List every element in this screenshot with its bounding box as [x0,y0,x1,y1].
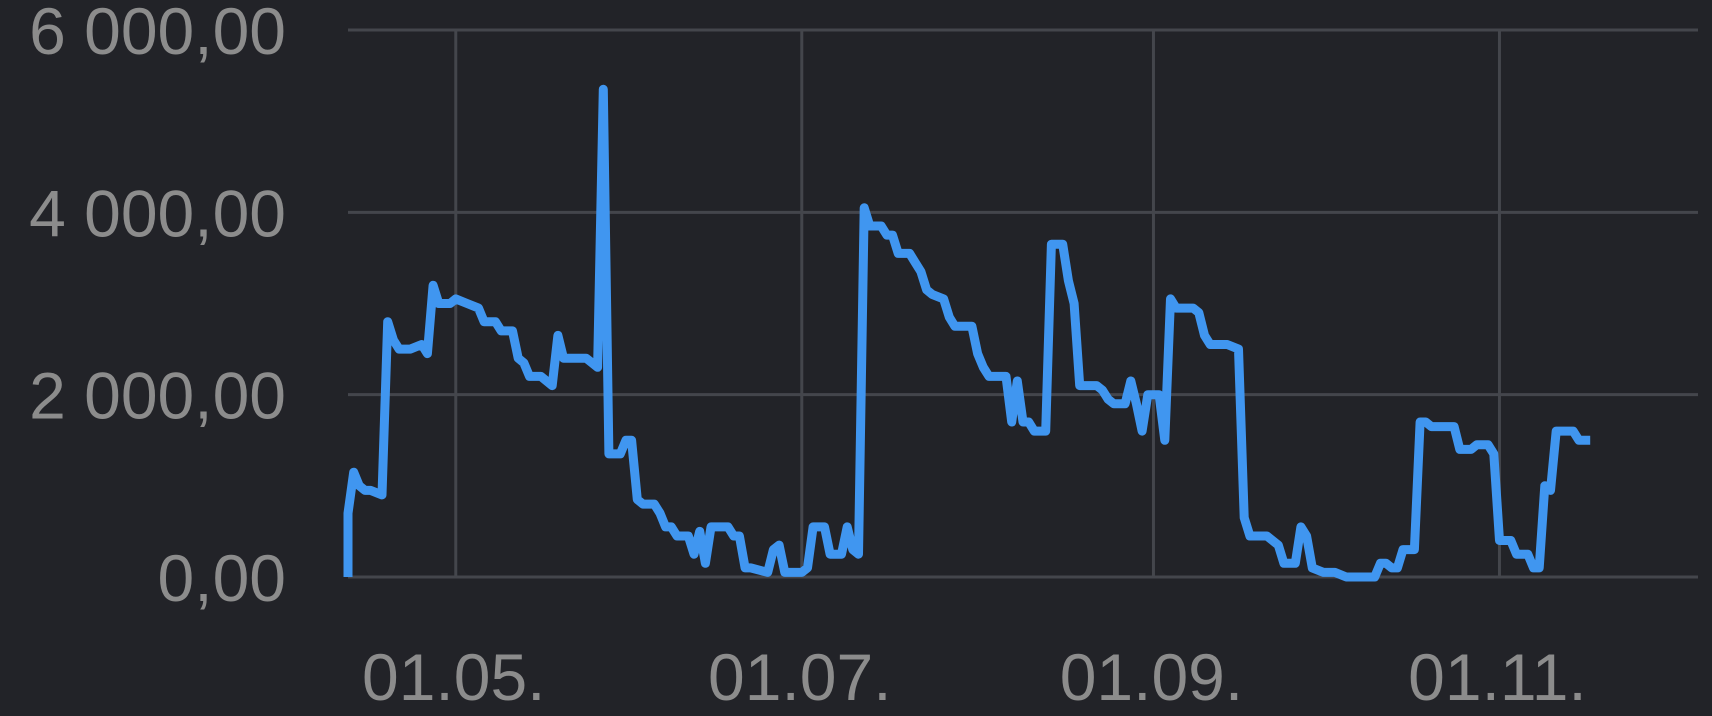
y-tick-label: 6 000,00 [29,0,286,68]
x-tick-label: 01.11. [1408,640,1587,714]
x-axis: 01.05. 01.07. 01.09. 01.11. [362,640,1587,714]
x-tick-label: 01.05. [362,640,546,714]
y-tick-label: 0,00 [158,541,286,615]
x-tick-label: 01.07. [708,640,892,714]
y-axis: 0,00 2 000,00 4 000,00 6 000,00 [29,0,286,615]
x-tick-label: 01.09. [1060,640,1244,714]
y-tick-label: 4 000,00 [29,176,286,250]
plot-area [343,84,1591,582]
y-tick-label: 2 000,00 [29,359,286,433]
series-line [343,84,1591,582]
